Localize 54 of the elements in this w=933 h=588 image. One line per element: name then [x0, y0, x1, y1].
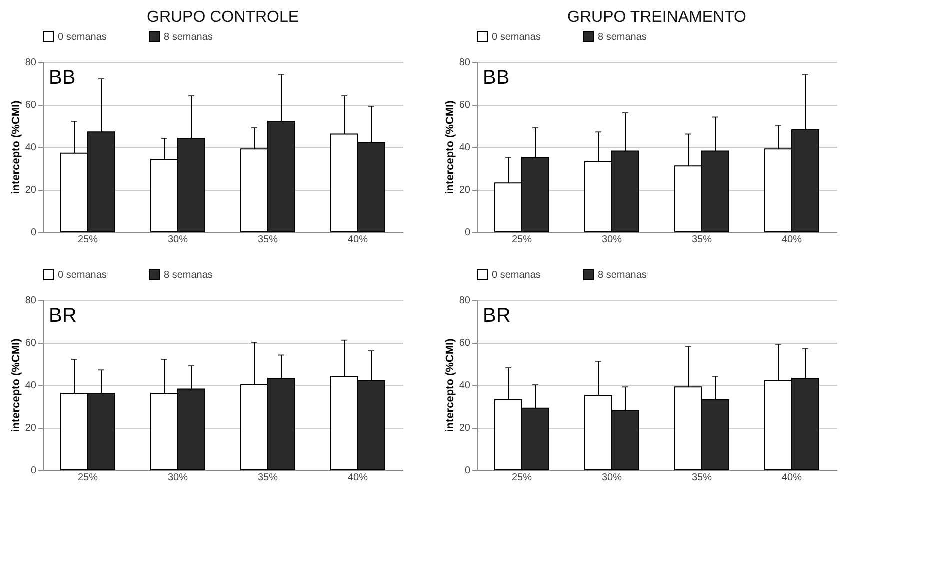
legend-label: 0 semanas	[58, 270, 107, 281]
chart-title: GRUPO TREINAMENTO	[568, 9, 746, 26]
legend-label: 8 semanas	[598, 270, 647, 281]
x-tick-label: 40%	[348, 472, 368, 484]
y-axis-title: intercepto (%CMI)	[444, 100, 456, 194]
y-tick-label: 60	[25, 338, 37, 349]
annotation: BB	[49, 67, 76, 89]
legend-label: 8 semanas	[598, 32, 647, 43]
x-tick-label: 40%	[782, 234, 802, 246]
x-tick-label: 35%	[692, 234, 712, 246]
x-tick-label: 30%	[602, 472, 622, 484]
y-tick-label: 20	[25, 185, 37, 196]
y-tick-label: 0	[30, 228, 37, 238]
y-tick-label: 80	[459, 58, 471, 68]
annotation: BR	[483, 305, 511, 327]
legend-label: 8 semanas	[164, 32, 213, 43]
x-tick-label: 35%	[692, 472, 712, 484]
x-tick-label: 30%	[168, 234, 188, 246]
x-tick-label: 35%	[258, 234, 278, 246]
y-tick-label: 0	[464, 466, 471, 476]
y-tick-label: 20	[459, 423, 471, 434]
x-tick-label: 25%	[512, 234, 532, 246]
y-axis-title: intercepto (%CMI)	[444, 338, 456, 432]
legend-label: 0 semanas	[492, 270, 541, 281]
y-tick-label: 60	[25, 100, 37, 111]
annotation: BR	[49, 305, 77, 327]
y-tick-label: 0	[464, 228, 471, 238]
y-tick-label: 40	[25, 380, 37, 392]
y-tick-label: 60	[459, 100, 471, 111]
x-tick-label: 25%	[512, 472, 532, 484]
y-tick-label: 60	[459, 338, 471, 349]
legend-label: 0 semanas	[492, 32, 541, 43]
y-tick-label: 40	[459, 380, 471, 392]
y-tick-label: 80	[459, 296, 471, 306]
x-tick-label: 40%	[782, 472, 802, 484]
y-tick-label: 20	[25, 423, 37, 434]
legend-label: 0 semanas	[58, 32, 107, 43]
y-tick-label: 40	[459, 142, 471, 154]
y-axis-title: intercepto (%CMI)	[10, 338, 22, 432]
y-tick-label: 20	[459, 185, 471, 196]
y-axis-title: intercepto (%CMI)	[10, 100, 22, 194]
x-tick-label: 30%	[602, 234, 622, 246]
legend-label: 8 semanas	[164, 270, 213, 281]
y-tick-label: 80	[25, 58, 37, 68]
y-tick-label: 0	[30, 466, 37, 476]
annotation: BB	[483, 67, 510, 89]
x-tick-label: 25%	[78, 472, 98, 484]
y-tick-label: 80	[25, 296, 37, 306]
x-tick-label: 35%	[258, 472, 278, 484]
x-tick-label: 30%	[168, 472, 188, 484]
y-tick-label: 40	[25, 142, 37, 154]
x-tick-label: 25%	[78, 234, 98, 246]
chart-title: GRUPO CONTROLE	[146, 9, 300, 26]
x-tick-label: 40%	[348, 234, 368, 246]
